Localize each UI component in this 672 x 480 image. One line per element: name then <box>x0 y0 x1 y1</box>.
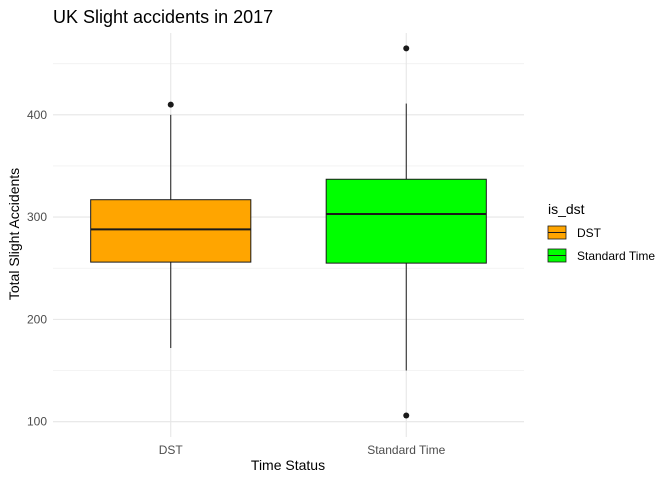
y-tick-label: 400 <box>27 108 47 122</box>
box-standard-time <box>325 45 487 419</box>
x-tick-label: Standard Time <box>367 443 445 457</box>
outlier-point <box>167 101 174 108</box>
box-body <box>325 178 487 264</box>
x-tick-labels: DST Standard Time <box>159 443 446 457</box>
x-tick-label: DST <box>159 443 184 457</box>
outlier-point <box>403 412 410 419</box>
box-body <box>90 199 252 263</box>
legend-label: Standard Time <box>577 249 655 263</box>
legend-title: is_dst <box>548 201 585 217</box>
chart-title: UK Slight accidents in 2017 <box>53 7 273 27</box>
legend-item-dst: DST <box>547 225 602 240</box>
legend-label: DST <box>577 226 602 240</box>
x-axis-label: Time Status <box>251 457 325 473</box>
y-axis-label: Total Slight Accidents <box>6 168 22 300</box>
boxes <box>90 45 487 419</box>
legend-item-standard-time: Standard Time <box>547 248 655 263</box>
outlier-point <box>403 45 410 52</box>
y-tick-labels: 100 200 300 400 <box>27 108 47 429</box>
legend: DST Standard Time <box>547 225 655 263</box>
y-tick-label: 100 <box>27 415 47 429</box>
y-tick-label: 300 <box>27 210 47 224</box>
box-dst <box>90 101 252 349</box>
y-tick-label: 200 <box>27 312 47 326</box>
